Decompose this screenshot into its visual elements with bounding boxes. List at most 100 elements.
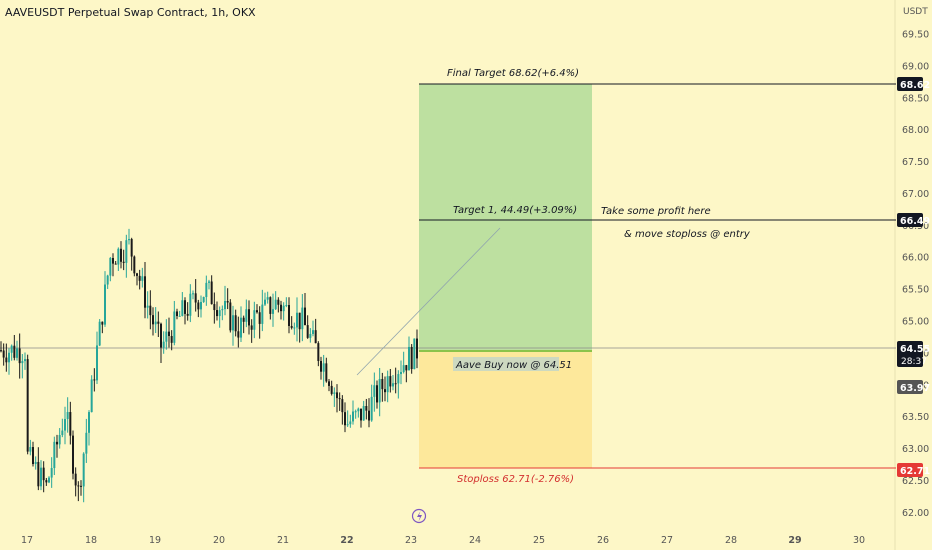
price-tick-label: 65.50 — [902, 285, 929, 296]
candle-body — [266, 297, 269, 300]
candle-body — [104, 284, 106, 325]
candle-body — [322, 363, 325, 372]
time-tick-label: 24 — [469, 535, 481, 546]
stoploss-tag — [897, 463, 923, 477]
event-lightning-icon[interactable] — [411, 508, 427, 524]
candle-body — [136, 273, 138, 276]
candle-body — [34, 461, 37, 465]
candle-body — [306, 325, 309, 338]
candle-body — [277, 299, 280, 305]
candle-body — [304, 307, 306, 326]
time-tick-label: 26 — [597, 535, 609, 546]
time-tick-label: 18 — [85, 535, 97, 546]
candle-body — [368, 410, 370, 421]
time-tick-label: 19 — [149, 535, 161, 546]
candle-body — [40, 467, 42, 487]
candle-body — [29, 447, 32, 452]
candles-layer — [0, 228, 418, 503]
candle-body — [48, 477, 50, 483]
candle-body — [82, 453, 85, 487]
candle-body — [248, 309, 250, 326]
candle-body — [96, 345, 98, 381]
candle-body — [138, 275, 141, 281]
candle-body — [101, 321, 104, 325]
candle-body — [288, 305, 290, 326]
candle-body — [173, 311, 176, 343]
candle-body — [144, 276, 146, 308]
candle-body — [50, 468, 53, 478]
target1-label: Target 1, 44.49(+3.09%) — [453, 205, 577, 216]
candle-body — [293, 327, 296, 329]
price-tick-label: 62.50 — [902, 476, 929, 487]
take-profit-note: Take some profit here — [601, 206, 711, 217]
candle-body — [256, 310, 258, 313]
time-tick-label: 20 — [213, 535, 225, 546]
candle-body — [90, 379, 93, 413]
price-tick-label: 66.00 — [902, 253, 929, 264]
candle-body — [66, 412, 69, 419]
candle-body — [381, 379, 384, 390]
candle-body — [298, 312, 301, 330]
price-tick-label: 62.00 — [902, 508, 929, 519]
candle-body — [186, 313, 189, 316]
time-tick-label: 28 — [725, 535, 737, 546]
candle-body — [309, 333, 312, 338]
candle-body — [98, 321, 101, 346]
time-tick-label: 29 — [788, 535, 801, 546]
candle-body — [106, 275, 109, 285]
candle-body — [93, 379, 96, 381]
price-tick-label: 68.00 — [902, 125, 929, 136]
candle-body — [362, 406, 365, 421]
candle-body — [208, 281, 210, 283]
candle-body — [232, 315, 234, 331]
candle-body — [0, 350, 2, 352]
candle-body — [336, 392, 338, 399]
candle-body — [416, 338, 418, 359]
candle-body — [61, 430, 64, 436]
candle-body — [285, 305, 288, 307]
candle-body — [170, 336, 173, 343]
candle-body — [320, 360, 322, 372]
candle-body — [26, 359, 29, 452]
candle-body — [250, 325, 253, 330]
candle-body — [18, 348, 21, 364]
candle-body — [224, 301, 226, 310]
candle-body — [165, 331, 168, 342]
candle-body — [221, 309, 224, 311]
candle-body — [373, 385, 376, 397]
candle-body — [234, 315, 237, 332]
final-target-label: Final Target 68.62(+6.4%) — [447, 68, 579, 79]
candle-body — [341, 399, 344, 413]
candle-body — [197, 302, 200, 310]
time-axis-ticks: 17 18 19 20 21 22 23 24 25 26 27 28 29 30 — [21, 535, 865, 546]
candle-body — [130, 239, 133, 257]
candle-body — [301, 307, 304, 330]
candle-body — [109, 257, 112, 276]
candle-body — [13, 345, 16, 358]
profit-zone — [419, 84, 592, 351]
candle-body — [112, 257, 114, 264]
price-tick-label: 67.00 — [902, 189, 929, 200]
chart-title: AAVEUSDT Perpetual Swap Contract, 1h, OK… — [5, 6, 256, 19]
candle-body — [237, 331, 240, 338]
candle-body — [5, 357, 8, 363]
price-tick-label: 69.50 — [902, 30, 929, 41]
candle-body — [274, 299, 277, 310]
candle-body — [45, 480, 48, 483]
time-tick-label: 23 — [405, 535, 417, 546]
current-price-tag — [897, 341, 923, 367]
price-tick-label: 63.00 — [902, 444, 929, 455]
candle-body — [394, 383, 397, 385]
candle-body — [205, 282, 208, 298]
candle-body — [317, 343, 320, 361]
entry-tag-text: 63.97 — [900, 383, 930, 394]
candle-body — [405, 365, 408, 371]
price-tick-label: 65.00 — [902, 317, 929, 328]
candle-body — [296, 312, 298, 328]
candle-body — [397, 374, 400, 384]
final-target-tag-text: 68.62 — [900, 80, 930, 91]
candle-body — [216, 310, 218, 317]
candle-body — [384, 389, 386, 393]
candle-body — [264, 299, 266, 305]
